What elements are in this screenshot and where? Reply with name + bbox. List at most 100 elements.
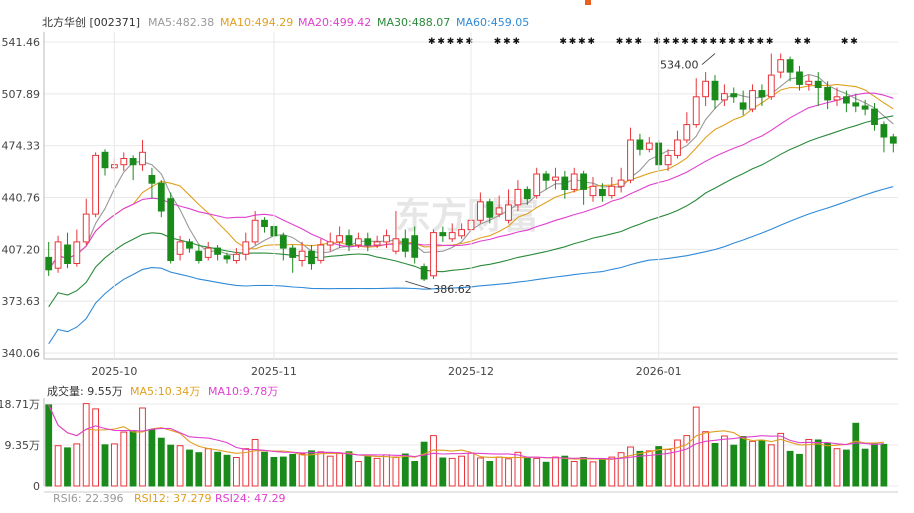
- candle-body: [186, 241, 193, 249]
- rsi24-label: RSI24: 47.29: [215, 492, 286, 505]
- candle-body: [796, 71, 803, 85]
- event-marker: ✱: [719, 37, 727, 47]
- volume-bar: [683, 435, 691, 487]
- volume-bar: [552, 456, 559, 487]
- volume-bar: [852, 422, 860, 487]
- volume-bar: [589, 461, 597, 487]
- scroll-indicator[interactable]: [585, 0, 591, 5]
- candle-body: [336, 235, 344, 243]
- candle-body: [233, 253, 240, 262]
- candle-body: [636, 139, 644, 150]
- candle-body: [589, 185, 597, 197]
- volume-bar: [392, 456, 400, 487]
- candle-body: [786, 59, 794, 73]
- candle-body: [242, 241, 250, 255]
- candle-body: [805, 80, 813, 85]
- candle-body: [204, 247, 212, 258]
- event-marker: ✱: [447, 37, 455, 47]
- candle-body: [599, 188, 606, 197]
- volume-bar: [373, 457, 381, 487]
- candle-body: [721, 93, 728, 101]
- volume-bar: [92, 408, 99, 487]
- volume-ma-lines: [48, 404, 884, 460]
- volume-bar: [355, 461, 362, 487]
- candle-body: [702, 80, 710, 98]
- candle-body: [261, 219, 268, 228]
- candle-body: [139, 151, 146, 166]
- volume-bar: [251, 439, 259, 487]
- candle-body: [355, 238, 362, 246]
- volume-bar: [674, 439, 681, 487]
- date-tick-label: 2025-12: [448, 365, 494, 378]
- volume-bar: [580, 457, 588, 487]
- volume-bar: [82, 403, 90, 487]
- candle-body: [523, 188, 531, 200]
- candle-body: [317, 244, 325, 261]
- volume-bars: [45, 403, 888, 487]
- volume-bar: [270, 457, 278, 487]
- event-marker: ✱: [691, 37, 699, 47]
- price-tick-label: 407.20: [2, 243, 41, 256]
- candle-body: [92, 154, 99, 215]
- event-marker: ✱: [766, 37, 774, 47]
- volume-bar: [242, 448, 250, 487]
- event-marker: ✱: [512, 37, 520, 47]
- candle-body: [533, 173, 541, 197]
- ma30-label: MA30:488.07: [377, 16, 450, 29]
- candle-body: [64, 244, 71, 264]
- volume-bar: [533, 457, 541, 487]
- volume-bar: [636, 450, 644, 487]
- rsi12-label: RSI12: 37.279: [134, 492, 212, 505]
- rsi-header: RSI6: 22.396 RSI12: 37.279 RSI24: 47.29: [53, 492, 286, 505]
- price-tick-label: 373.63: [2, 295, 41, 308]
- candle-body: [505, 204, 512, 221]
- volume-bar: [730, 444, 738, 487]
- event-marker: ✱: [437, 37, 445, 47]
- candle-body: [880, 124, 888, 138]
- candle-body: [674, 139, 681, 156]
- event-marker: ✱: [681, 37, 689, 47]
- candle-body: [871, 108, 878, 125]
- volume-header: 成交量: 9.55万 MA5:10.34万 MA10:9.78万: [47, 384, 278, 398]
- volume-bar: [101, 444, 109, 487]
- candle-body: [833, 96, 841, 101]
- volume-bar: [542, 461, 550, 487]
- event-marker: ✱: [569, 37, 577, 47]
- volume-bar: [439, 457, 447, 487]
- volume-bar: [599, 458, 606, 487]
- candle-body: [430, 232, 437, 277]
- volume-bar: [767, 444, 775, 487]
- event-markers: ✱ ✱ ✱ ✱ ✱ ✱ ✱ ✱ ✱ ✱ ✱ ✱ ✱ ✱ ✱ ✱ ✱ ✱ ✱ ✱ ✱ ✱ ✱ ✱ ✱ ✱ ✱ ✱ ✱ ✱ ✱ ✱: [428, 37, 858, 47]
- candle-body: [777, 59, 785, 73]
- event-marker: ✱: [588, 37, 596, 47]
- volume-bar: [505, 458, 512, 487]
- event-marker: ✱: [710, 37, 718, 47]
- candle-body: [373, 241, 381, 246]
- date-tick-label: 2026-01: [636, 365, 682, 378]
- volume-bar: [111, 443, 118, 487]
- candle-body: [861, 105, 869, 110]
- event-marker: ✱: [494, 37, 502, 47]
- event-marker: ✱: [672, 37, 680, 47]
- volume-bar: [608, 456, 616, 487]
- volume-ma5-label: MA5:10.34万: [130, 385, 200, 398]
- candle-body: [758, 90, 766, 98]
- volume-tick-label: 18.71万: [0, 398, 40, 411]
- volume-bar: [749, 440, 756, 487]
- candlesticks: [45, 53, 897, 282]
- volume-label: 成交量: 9.55万: [47, 384, 123, 398]
- volume-bar: [477, 457, 484, 487]
- price-annotations: 534.00 386.62: [405, 53, 716, 296]
- candle-body: [45, 256, 53, 271]
- volume-bar: [824, 443, 832, 487]
- price-tick-label: 440.76: [2, 192, 41, 205]
- volume-tick-label: 0: [33, 480, 40, 493]
- volume-bar: [833, 448, 841, 487]
- candle-body: [730, 93, 738, 98]
- candle-body: [176, 241, 184, 255]
- volume-bar: [796, 453, 803, 487]
- candle-body: [889, 136, 897, 144]
- event-marker: ✱: [663, 37, 671, 47]
- volume-bar: [73, 443, 81, 487]
